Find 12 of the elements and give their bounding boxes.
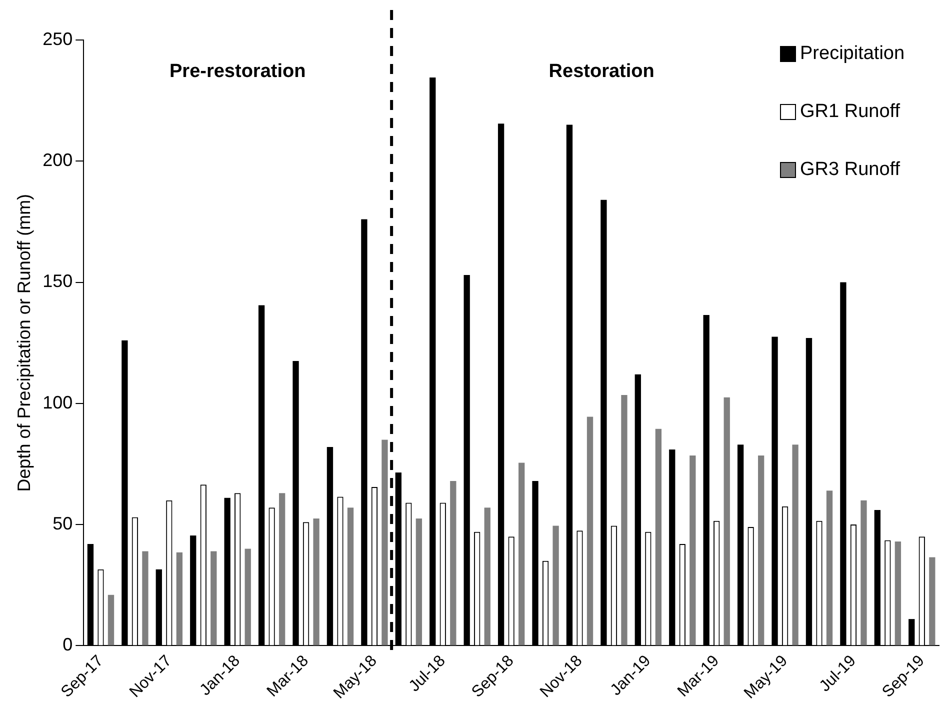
annotation: Restoration	[548, 61, 654, 82]
y-tick-label: 100	[42, 392, 73, 412]
y-tick-label: 250	[42, 28, 73, 49]
legend-label: GR1 Runoff	[800, 101, 901, 122]
legend-label: GR3 Runoff	[800, 159, 901, 180]
y-tick-label: 0	[62, 634, 73, 655]
annotation: Pre-restoration	[169, 61, 306, 82]
y-axis-title: Depth of Precipitation or Runoff (mm)	[14, 194, 34, 492]
y-tick-label: 200	[42, 150, 73, 170]
legend-label: Precipitation	[800, 43, 905, 64]
y-tick-label: 150	[42, 271, 73, 292]
y-tick-label: 50	[52, 514, 73, 534]
